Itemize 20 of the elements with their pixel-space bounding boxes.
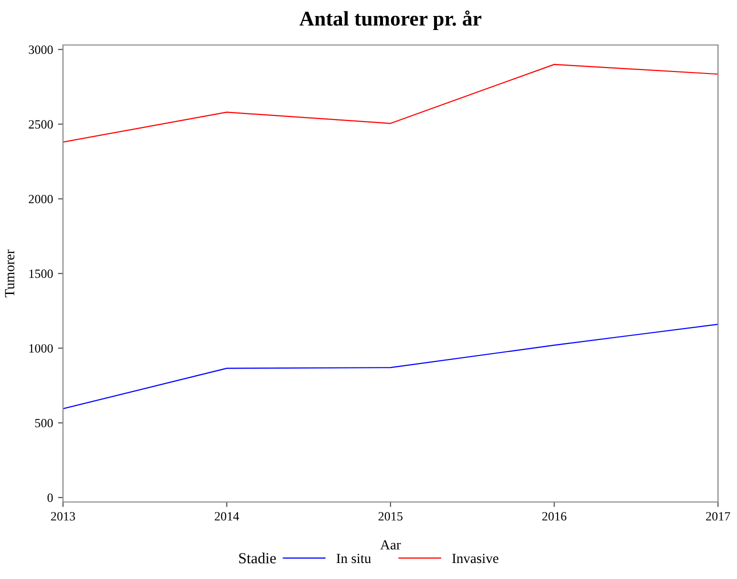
x-tick-label: 2016	[542, 512, 566, 521]
line-series	[63, 324, 718, 410]
y-axis-title: Tumorer	[5, 250, 14, 298]
y-tick-label: 0	[48, 494, 53, 502]
y-tick-label: 1000	[29, 344, 53, 353]
y-tick-label: 3000	[28, 46, 53, 54]
x-tick-label: 2017	[706, 512, 730, 521]
x-tick-label: 2015	[378, 512, 403, 521]
legend-label: Invasive	[452, 554, 498, 564]
y-tick-label: 2000	[28, 194, 53, 204]
y-tick-label: 500	[35, 418, 53, 428]
x-tick-label: 2014	[214, 512, 240, 521]
y-tick-label: 2500	[28, 120, 53, 129]
legend-title: Stadie	[239, 552, 276, 564]
legend-label: In situ	[336, 554, 371, 564]
y-tick-label: 1500	[29, 270, 53, 278]
x-axis-title: Aar	[380, 540, 401, 550]
x-tick-label: 2013	[51, 512, 76, 521]
chart-title: Antal tumorer pr. år	[299, 10, 482, 30]
line-series	[63, 64, 718, 143]
